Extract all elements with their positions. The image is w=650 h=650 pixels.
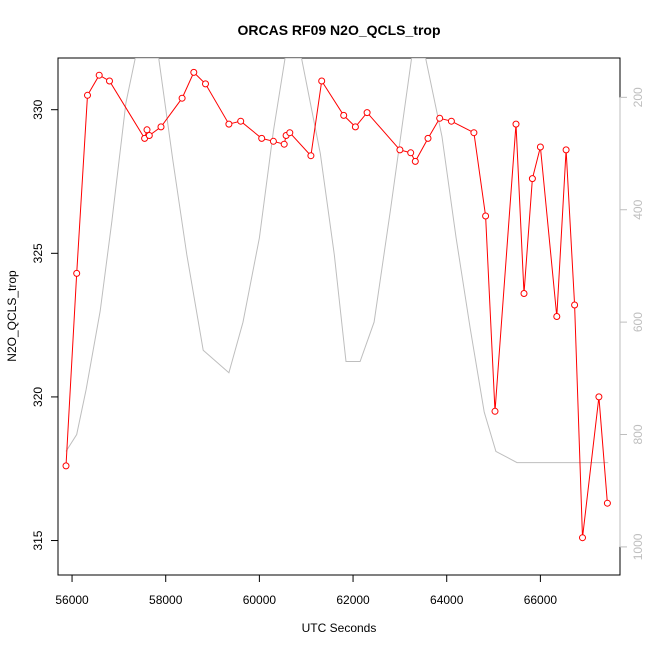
n2o-point <box>178 94 186 102</box>
y-tick-label: 315 <box>31 530 45 550</box>
n2o-point <box>411 157 419 165</box>
y2-tick-label: 600 <box>631 312 645 332</box>
y-axis-label: N2O_QCLS_trop <box>5 270 19 362</box>
x-tick-label: 64000 <box>430 593 464 607</box>
x-tick-label: 58000 <box>149 593 183 607</box>
x-tick-label: 60000 <box>243 593 277 607</box>
n2o-point <box>528 175 536 183</box>
y-tick-label: 320 <box>31 387 45 407</box>
n2o-point <box>424 134 432 142</box>
n2o-point <box>562 146 570 154</box>
chart-title: ORCAS RF09 N2O_QCLS_trop <box>237 22 440 38</box>
y2-tick-label: 1000 <box>631 533 645 560</box>
n2o-point <box>396 146 404 154</box>
n2o-point <box>318 77 326 85</box>
n2o-point <box>536 143 544 151</box>
n2o-point <box>363 109 371 117</box>
n2o-point <box>62 462 70 470</box>
x-tick-label: 56000 <box>55 593 89 607</box>
n2o-point <box>407 149 415 157</box>
y-tick-label: 330 <box>31 99 45 119</box>
n2o-point <box>340 111 348 119</box>
n2o-point <box>269 137 277 145</box>
n2o-point <box>143 126 151 134</box>
n2o-point <box>512 120 520 128</box>
x-tick-label: 62000 <box>336 593 370 607</box>
n2o-point <box>351 123 359 131</box>
n2o-point <box>258 134 266 142</box>
pressure-line <box>65 58 609 464</box>
n2o-point <box>157 123 165 131</box>
n2o-point <box>470 129 478 137</box>
n2o-point <box>190 68 198 76</box>
n2o-point <box>447 117 455 125</box>
n2o-point <box>225 120 233 128</box>
n2o-point <box>202 80 209 88</box>
y2-tick-label: 800 <box>631 424 645 444</box>
n2o-point <box>603 499 611 507</box>
n2o-point <box>106 77 113 85</box>
y2-tick-label: 400 <box>631 199 645 219</box>
n2o-point <box>145 132 153 139</box>
n2o-point <box>595 393 603 401</box>
n2o-point <box>280 140 288 148</box>
series-layer <box>62 58 611 542</box>
n2o-point <box>286 129 294 137</box>
n2o-point <box>436 114 444 122</box>
y-axis-right: 200 400 600 800 1000 <box>619 87 645 560</box>
n2o-point <box>553 313 561 320</box>
n2o-point <box>237 117 245 125</box>
n2o-line <box>65 71 608 538</box>
n2o-point <box>95 71 103 79</box>
n2o-point <box>307 152 315 160</box>
x-axis: 56000 58000 60000 62000 64000 66000 <box>55 574 558 607</box>
n2o-point <box>579 534 586 542</box>
n2o-point <box>520 290 528 297</box>
n2o-point <box>491 407 499 415</box>
n2o-point <box>84 91 91 99</box>
n2o-point <box>482 212 490 220</box>
y2-tick-label: 200 <box>631 87 645 107</box>
y-axis-left: 315 320 325 330 <box>31 99 59 551</box>
y-tick-label: 325 <box>31 243 45 263</box>
n2o-point <box>571 301 579 309</box>
x-tick-label: 66000 <box>524 593 558 607</box>
n2o-point <box>73 269 81 277</box>
x-axis-label: UTC Seconds <box>302 621 377 635</box>
